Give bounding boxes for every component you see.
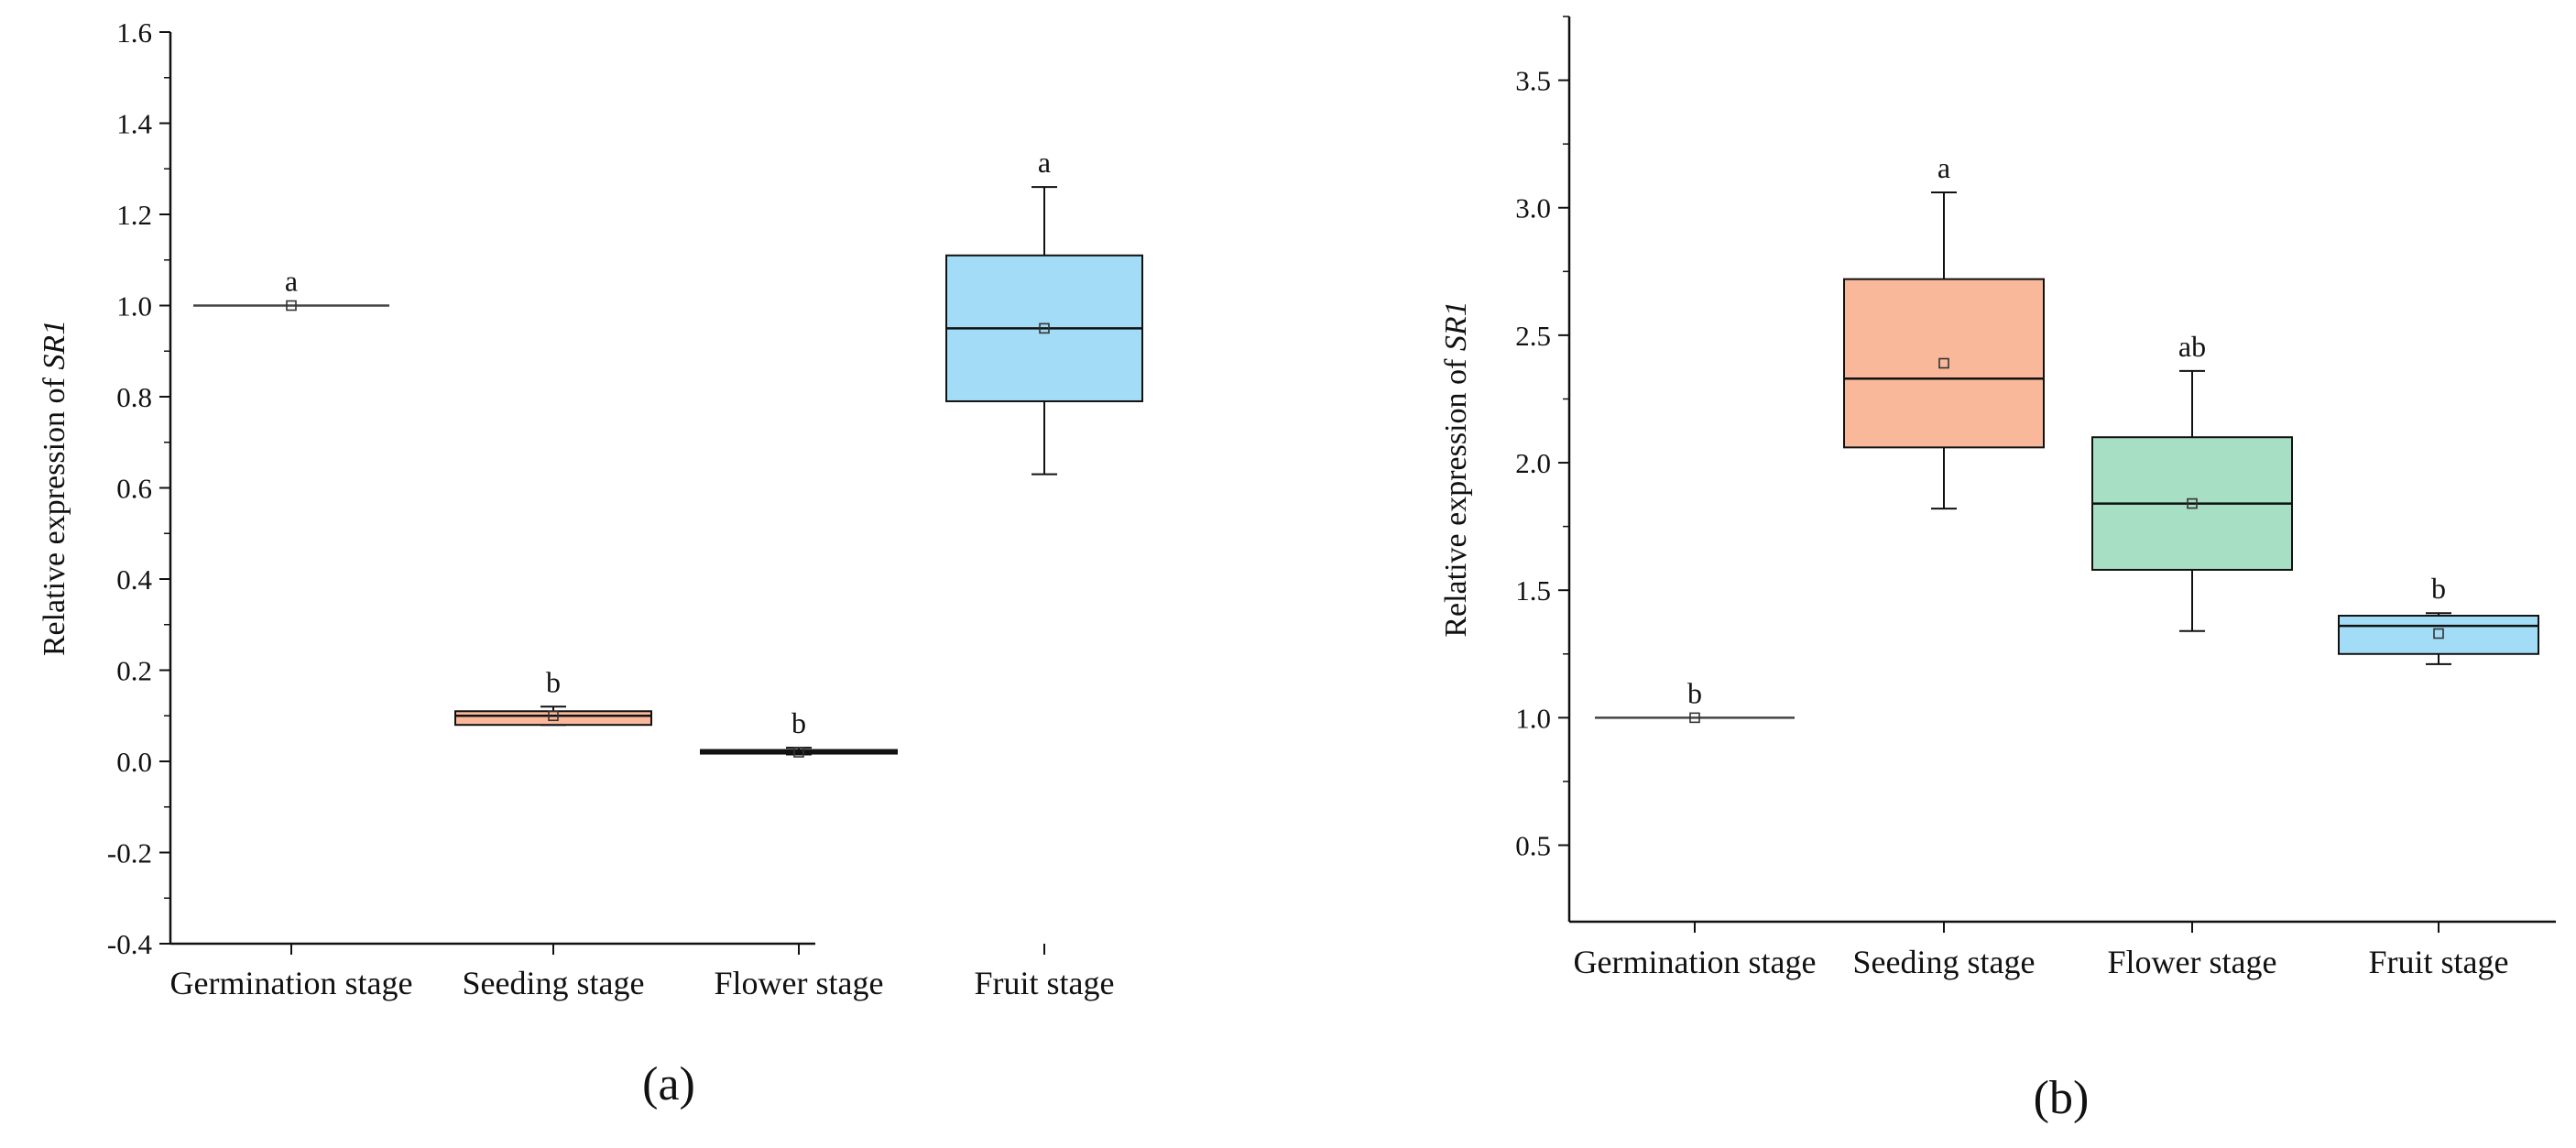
x-category-label: Flower stage <box>2108 944 2277 980</box>
box-iqr <box>454 710 652 727</box>
y-axis-title: Relative expression of SR1 <box>1439 301 1473 637</box>
y-tick-label: 0.2 <box>116 655 152 687</box>
y-tick-label: 2.5 <box>1515 320 1551 352</box>
y-tick-label: 1.4 <box>116 108 152 140</box>
x-category-label: Fruit stage <box>975 965 1115 1001</box>
panel-label: (b) <box>2034 1072 2090 1124</box>
y-axis-title-gene: SR1 <box>1439 301 1473 351</box>
significance-letter: ab <box>2178 330 2206 363</box>
significance-letter: b <box>1687 676 1702 709</box>
y-axis-title: Relative expression of SR1 <box>38 320 71 656</box>
y-axis-title-gene: SR1 <box>38 320 71 370</box>
y-tick-label: 2.0 <box>1515 447 1551 479</box>
mean-marker <box>1689 712 1700 724</box>
box-iqr <box>1843 278 2045 449</box>
box-iqr <box>2338 615 2539 655</box>
y-tick-label: -0.4 <box>107 928 153 960</box>
y-tick-label: 0.8 <box>116 381 152 413</box>
panel-label: (a) <box>642 1058 695 1110</box>
x-category-label: Germination stage <box>1574 944 1817 980</box>
x-category-label: Fruit stage <box>2369 944 2509 980</box>
y-axis-title-prefix: Relative expression of <box>1439 351 1473 638</box>
mean-marker <box>2433 628 2444 640</box>
x-category-label: Flower stage <box>715 965 884 1001</box>
significance-letter: b <box>791 706 806 739</box>
mean-marker <box>286 300 297 312</box>
y-tick-label: 0.4 <box>116 563 152 596</box>
significance-letter: a <box>1038 146 1051 179</box>
significance-letter: b <box>546 665 561 698</box>
chart-panel-b: 0.5 1.0 1.5 2.0 2.5 3.0 3.5 Relative expression… <box>1439 16 2556 1124</box>
y-tick-label: 3.0 <box>1515 192 1551 224</box>
mean-marker <box>2187 497 2198 509</box>
significance-letter: b <box>2431 572 2446 605</box>
mean-marker <box>1938 357 1949 369</box>
mean-marker <box>548 710 559 722</box>
y-tick-label: 1.6 <box>116 16 152 49</box>
y-tick-label: 1.5 <box>1515 574 1551 607</box>
chart-panel-a: -0.4 -0.2 0.0 0.2 0.4 0.6 0.8 1.0 1.2 1.4 1.6 Relat… <box>38 16 1143 1110</box>
x-category-label: Seeding stage <box>1853 944 2036 980</box>
x-category-label: Seeding stage <box>463 965 645 1001</box>
y-tick-label: -0.2 <box>107 837 152 869</box>
mean-marker <box>1039 323 1050 334</box>
y-tick-label: 1.0 <box>116 290 152 323</box>
y-tick-label: 0.5 <box>1515 830 1551 862</box>
significance-letter: a <box>285 265 298 298</box>
y-axis-title-prefix: Relative expression of <box>38 370 71 657</box>
mean-marker <box>793 747 804 758</box>
y-tick-label: 3.5 <box>1515 65 1551 97</box>
y-tick-label: 1.0 <box>1515 702 1551 734</box>
x-category-label: Germination stage <box>170 965 413 1001</box>
y-tick-label: 0.0 <box>116 746 152 778</box>
significance-letter: a <box>1937 151 1950 184</box>
y-tick-label: 1.2 <box>116 199 152 231</box>
y-tick-label: 0.6 <box>116 473 152 505</box>
